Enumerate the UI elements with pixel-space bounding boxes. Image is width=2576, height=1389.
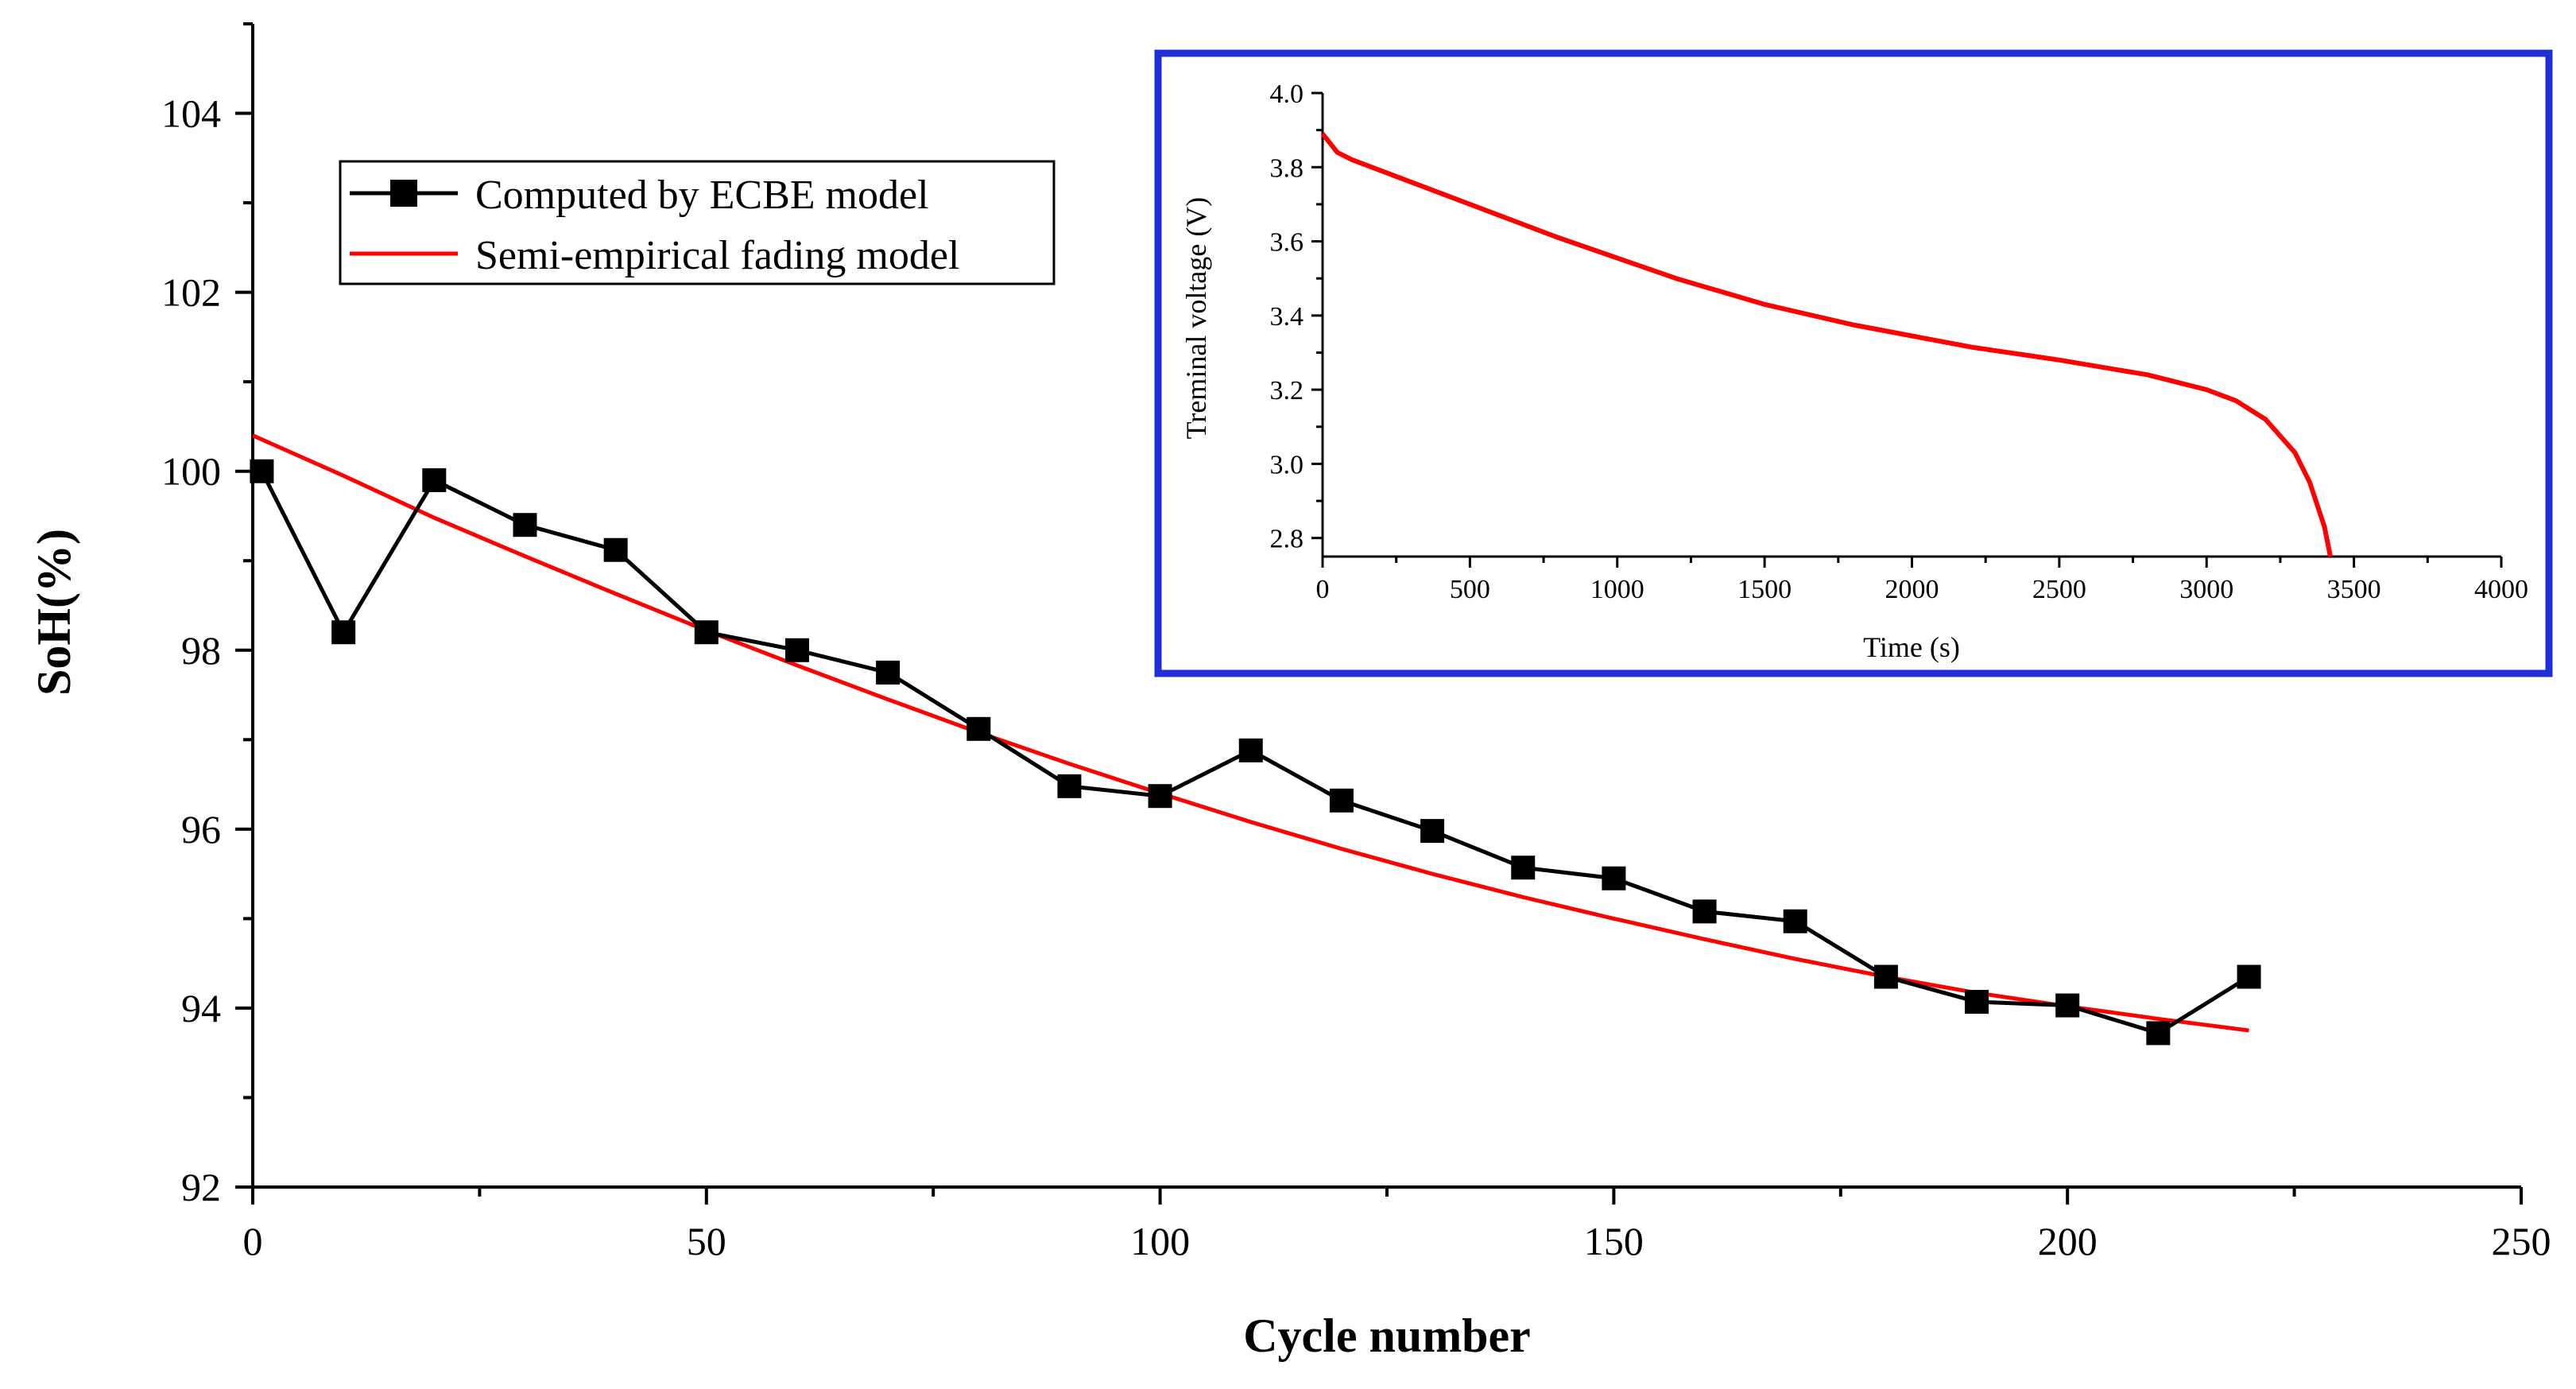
inset-x-tick-label: 0 [1316,575,1330,604]
main-x-axis-title: Cycle number [1243,1309,1531,1362]
ecbe-data-point [966,716,991,741]
ecbe-data-point [876,660,901,685]
inset-y-tick-label: 4.0 [1270,80,1304,109]
ecbe-data-point [603,537,628,562]
main-y-tick-label: 102 [161,270,221,315]
ecbe-data-point [694,620,719,645]
ecbe-data-point [422,468,447,492]
inset-x-tick-label: 1000 [1590,575,1644,604]
ecbe-data-point [331,620,356,645]
ecbe-data-point [250,459,274,483]
main-y-tick-label: 98 [181,628,221,673]
inset-x-tick-label: 4000 [2474,575,2528,604]
main-y-tick-label: 96 [181,807,221,852]
inset-y-tick-label: 2.8 [1270,525,1304,554]
main-series [250,433,2261,1046]
inset-y-axis-title: Treminal voltage (V) [1180,197,1212,440]
inset-x-tick-label: 500 [1450,575,1490,604]
ecbe-data-point [1420,819,1445,844]
legend: Computed by ECBE model Semi-empirical fa… [339,160,1056,285]
inset-x-tick-label: 2500 [2032,575,2086,604]
main-axes: 0 50 100 150 200 250 92 94 96 98 100 102 104 [161,22,2551,1263]
main-y-tick-label: 94 [181,986,221,1030]
terminal-voltage-curve [1320,132,2333,557]
ecbe-data-point [2146,1021,2171,1046]
inset-y-tick-label: 3.8 [1270,153,1304,183]
ecbe-data-point [1692,899,1717,924]
inset-y-tick-label: 3.6 [1270,228,1304,258]
inset-x-axis-title: Time (s) [1863,631,1960,663]
inset-y-tick-label: 3.0 [1270,450,1304,479]
main-y-tick-label: 92 [181,1165,221,1209]
main-x-tick-label: 100 [1130,1219,1190,1263]
ecbe-data-point [2055,993,2080,1018]
main-y-tick-label: 100 [161,449,221,494]
legend-ecbe-marker [390,180,417,207]
inset-series [1320,132,2333,557]
legend-frame [339,160,1056,285]
fading-model-line [251,433,2249,1033]
main-y-axis-title: SoH(%) [28,529,80,696]
inset-x-tick-label: 3500 [2327,575,2381,604]
ecbe-data-point [1965,990,1989,1015]
legend-ecbe-label: Computed by ECBE model [475,173,929,218]
ecbe-data-point [1057,774,1082,798]
inset-x-tick-label: 3000 [2179,575,2233,604]
main-x-tick-label: 150 [1584,1219,1644,1263]
inset-border [1154,49,2553,677]
ecbe-data-point [1329,788,1354,813]
ecbe-data-point [1783,909,1807,933]
main-y-tick-label: 104 [161,91,221,136]
main-x-tick-label: 200 [2038,1219,2098,1263]
main-x-tick-label: 0 [243,1219,263,1263]
legend-fading-label: Semi-empirical fading model [475,233,959,278]
inset-y-tick-label: 3.2 [1270,376,1304,405]
inset-x-tick-label: 1500 [1737,575,1792,604]
inset-y-tick-label: 3.4 [1270,302,1304,332]
ecbe-data-point [513,513,537,537]
ecbe-data-point [1238,738,1263,762]
inset-x-tick-label: 2000 [1885,575,1939,604]
ecbe-data-point [2237,964,2261,989]
ecbe-data-point [1511,856,1536,880]
ecbe-data-point [1148,784,1172,809]
ecbe-data-point [1602,866,1626,890]
ecbe-data-point [1873,964,1898,989]
ecbe-data-point [784,638,809,662]
main-x-tick-label: 50 [687,1219,726,1263]
main-x-tick-label: 250 [2492,1219,2551,1263]
inset-axes: 0 500 1000 1500 2000 2500 3000 3500 4000 2.8 3.0 3.… [1270,80,2529,604]
